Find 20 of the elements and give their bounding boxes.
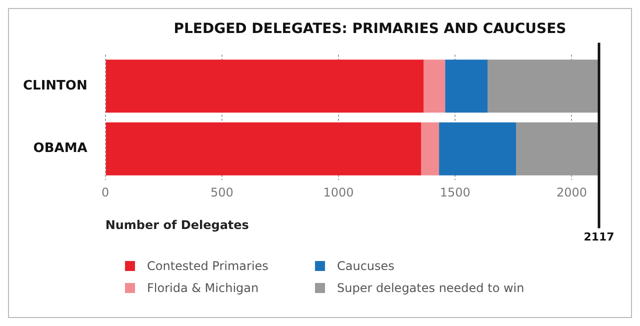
bar [445,60,488,113]
legend-label: Florida & Michigan [147,281,259,295]
x-tick-label: 500 [210,186,234,200]
legend-label: Contested Primaries [147,259,268,273]
ref-line-label: 2117 [584,230,614,244]
legend-label: Super delegates needed to win [337,281,524,295]
x-tick-label: 0 [102,186,110,200]
chart-title: PLEDGED DELEGATES: PRIMARIES AND CAUCUSES [172,21,568,37]
x-tick-label: 2000 [556,186,587,200]
bar [424,60,446,113]
bar [439,122,516,176]
legend-label: Caucuses [337,259,394,273]
y-tick-label: OBAMA [33,141,88,156]
x-tick-label: 1500 [440,186,470,200]
bar [106,60,424,113]
bar [106,122,422,176]
y-tick-label: CLINTON [22,78,88,94]
bar [421,122,440,176]
x-tick-label: 1000 [323,186,354,200]
x-axis-title: Number of Delegates [105,218,249,232]
